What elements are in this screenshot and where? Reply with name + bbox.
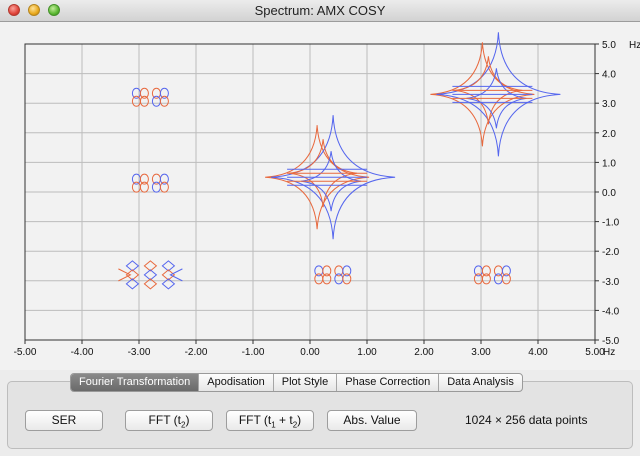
window-title: Spectrum: AMX COSY <box>254 3 386 18</box>
fft-t1t2-sub2: 2 <box>292 420 298 430</box>
diagonal-peak-contour <box>265 125 370 230</box>
y-tick-label: -4.0 <box>602 306 620 317</box>
cross-peak-contour <box>342 265 352 277</box>
ser-button[interactable]: SER <box>25 410 103 431</box>
spectrum-plot[interactable]: -5.00 -4.00 -3.00 -2.00 -1.00 0.00 1.00 2.00 3.0… <box>0 22 640 370</box>
abs-value-label: Abs. Value <box>343 413 401 427</box>
data-points-info: 1024 × 256 data points <box>465 413 588 427</box>
diagonal-peak-contour <box>271 115 396 240</box>
cross-peak-contour <box>139 95 149 107</box>
x-tick-label: -2.00 <box>185 347 208 358</box>
y-tick-label: -2.0 <box>602 247 620 258</box>
fft-t2-close: ) <box>185 413 190 427</box>
y-tick-label: 3.0 <box>602 99 616 110</box>
fft-t1t2-close: ) <box>297 413 302 427</box>
diagonal-peak-contour <box>143 278 158 290</box>
diagonal-peak-contour <box>125 260 140 272</box>
diagonal-peak-contour <box>161 260 176 272</box>
x-tick-label: 1.00 <box>357 347 377 358</box>
x-tick-label: -3.00 <box>128 347 151 358</box>
tab-fourier-transformation[interactable]: Fourier Transformation <box>71 374 199 391</box>
diagonal-peak-contour <box>143 269 158 281</box>
x-unit-label: Hz <box>603 347 615 358</box>
fft-t1t2-mid: + t <box>275 413 293 427</box>
y-tick-label: 2.0 <box>602 129 616 140</box>
x-tick-label: 0.00 <box>300 347 320 358</box>
y-tick-label: -5.0 <box>602 336 620 347</box>
cross-peak-contour <box>501 265 511 277</box>
ser-button-label: SER <box>51 413 77 427</box>
fft-t1t2-label: FFT (t <box>238 413 272 427</box>
y-tick-label: 0.0 <box>602 188 616 199</box>
cross-peak-contour <box>159 87 169 99</box>
y-tick-label: 1.0 <box>602 158 616 169</box>
close-button[interactable] <box>8 4 20 16</box>
cross-peak-contour <box>322 265 332 277</box>
diagonal-peak-contour <box>125 269 140 281</box>
fft-t2-button[interactable]: FFT (t2) <box>125 410 213 431</box>
fft-t2-sub: 2 <box>180 420 186 430</box>
abs-value-button[interactable]: Abs. Value <box>327 410 417 431</box>
fft-t1-t2-button[interactable]: FFT (t1 + t2) <box>226 410 314 431</box>
x-tick-label: 4.00 <box>528 347 548 358</box>
cross-peak-contour <box>139 173 149 185</box>
tab-data-analysis[interactable]: Data Analysis <box>438 374 522 391</box>
y-tick-label: -3.0 <box>602 277 620 288</box>
zoom-button[interactable] <box>48 4 60 16</box>
diagonal-peak-contour <box>436 32 561 157</box>
cross-peak-contour <box>481 273 491 285</box>
fft-t1t2-sub1: 1 <box>271 420 276 430</box>
y-tick-label: 5.0 <box>602 40 616 51</box>
x-tick-label: -1.00 <box>242 347 265 358</box>
diagonal-peak-contour <box>143 260 158 272</box>
cross-peak-contour <box>159 181 169 193</box>
cross-peak-contour <box>159 173 169 185</box>
contour-plot-svg: -5.00 -4.00 -3.00 -2.00 -1.00 0.00 1.00 2.00 3.0… <box>14 32 640 358</box>
y-unit-label: Hz <box>629 40 640 51</box>
cross-peak-contour <box>139 87 149 99</box>
x-tick-label: 2.00 <box>414 347 434 358</box>
title-bar: Spectrum: AMX COSY <box>0 0 640 22</box>
x-tick-label: 3.00 <box>471 347 491 358</box>
y-tick-label: -1.0 <box>602 218 620 229</box>
x-tick-label: -4.00 <box>71 347 94 358</box>
diagonal-peak-contour <box>161 269 176 281</box>
cross-peak-contour <box>322 273 332 285</box>
minimize-button[interactable] <box>28 4 40 16</box>
y-tick-label: 4.0 <box>602 70 616 81</box>
diagonal-peak-contour <box>161 278 176 290</box>
diagonal-peak-contour <box>169 268 183 282</box>
fft-t2-label: FFT (t <box>148 413 181 427</box>
tab-apodisation[interactable]: Apodisation <box>198 374 273 391</box>
diagonal-peak-contour <box>118 268 132 282</box>
cross-peak-contour <box>501 273 511 285</box>
diagonal-peak-contour <box>125 278 140 290</box>
plot-border <box>24 43 596 341</box>
x-tick-label: -5.00 <box>14 347 37 358</box>
diagonal-peak-contour <box>430 42 535 147</box>
cross-peak-contour <box>159 95 169 107</box>
cross-peak-contour <box>342 273 352 285</box>
tab-phase-correction[interactable]: Phase Correction <box>336 374 438 391</box>
cross-peak-contour <box>139 181 149 193</box>
tab-plot-style[interactable]: Plot Style <box>272 374 336 391</box>
cross-peak-contour <box>481 265 491 277</box>
tab-bar: Fourier Transformation Apodisation Plot … <box>70 373 523 392</box>
x-tick-label: 5.00 <box>585 347 605 358</box>
